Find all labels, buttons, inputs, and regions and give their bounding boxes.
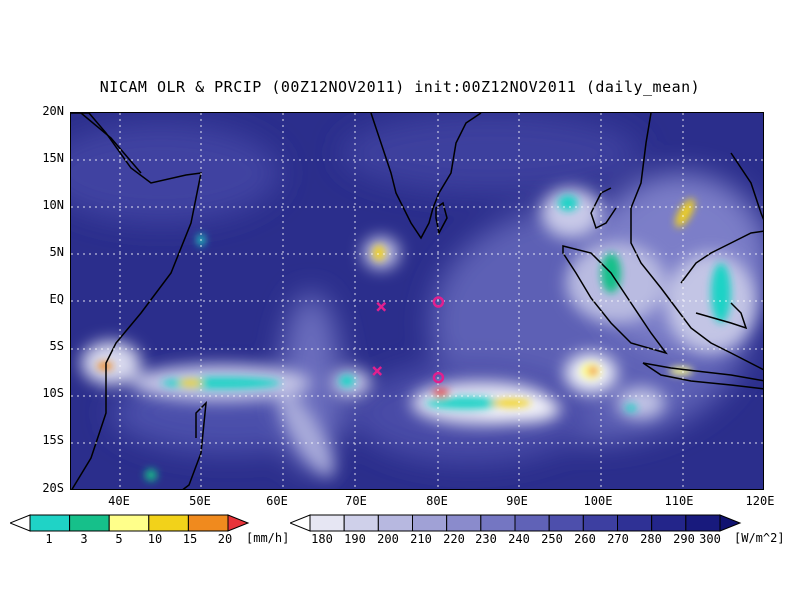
precip-unit: [mm/h] (246, 531, 290, 545)
olr-colorbar (290, 514, 742, 532)
olr-colorbar-label: 220 (443, 532, 465, 546)
olr-colorbar-label: 240 (508, 532, 530, 546)
lat-label: 15N (42, 151, 64, 165)
lat-label: 5N (49, 245, 64, 259)
lon-label: 90E (506, 494, 528, 508)
storm-x-marker (372, 366, 383, 376)
lon-label: 70E (345, 494, 367, 508)
precip-patches (97, 195, 731, 481)
olr-colorbar-label: 210 (410, 532, 432, 546)
olr-colorbar-swatch (309, 514, 345, 532)
lat-label: EQ (49, 292, 64, 306)
olr-colorbar-label: 290 (673, 532, 695, 546)
lon-label: 110E (664, 494, 694, 508)
precip-colorbar-label: 1 (45, 532, 53, 546)
storm-x-marker (376, 301, 387, 312)
precip-colorbar-swatch (108, 514, 150, 532)
storm-circle-marker (432, 371, 445, 384)
precip-colorbar-swatch (187, 514, 229, 532)
olr-colorbar-swatch (548, 514, 584, 532)
olr-colorbar-label: 280 (640, 532, 662, 546)
olr-colorbar-label: 180 (311, 532, 333, 546)
lat-label: 5S (49, 339, 64, 353)
lat-label: 20S (42, 481, 64, 495)
storm-circle-marker (432, 296, 445, 308)
olr-colorbar-label: 260 (574, 532, 596, 546)
gridlines (71, 113, 763, 489)
precip-colorbar-swatch (148, 514, 189, 532)
map-svg (71, 113, 763, 489)
olr-colorbar-label: 230 (475, 532, 497, 546)
precip-colorbar-label: 5 (115, 532, 123, 546)
lon-label: 100E (583, 494, 613, 508)
precip-colorbar-swatch (29, 514, 71, 532)
precip-colorbar-label: 3 (80, 532, 88, 546)
olr-colorbar-label: 190 (344, 532, 366, 546)
olr-colorbar-swatch (582, 514, 619, 532)
olr-colorbar-label: 200 (377, 532, 399, 546)
olr-unit: [W/m^2] (734, 531, 785, 545)
olr-colorbar-swatch (685, 514, 721, 532)
lon-label: 50E (189, 494, 211, 508)
precip-colorbar-swatch (227, 514, 250, 532)
olr-colorbar-swatch (480, 514, 516, 532)
olr-colorbar-swatch (617, 514, 653, 532)
olr-colorbar-swatch (719, 514, 742, 532)
olr-colorbar-swatch (514, 514, 550, 532)
precip-colorbar-label: 15 (182, 532, 198, 546)
olr-colorbar-swatch (290, 514, 311, 532)
lon-label: 40E (108, 494, 130, 508)
lat-label: 10S (42, 386, 64, 400)
olr-colorbar-swatch (446, 514, 482, 532)
lon-label: 120E (745, 494, 775, 508)
marker-layer (372, 296, 445, 384)
olr-colorbar-label: 300 (699, 532, 721, 546)
lat-label: 20N (42, 104, 64, 118)
lon-label: 60E (266, 494, 288, 508)
precip-colorbar-swatch (69, 514, 110, 532)
precip-colorbar-swatch (10, 514, 31, 532)
olr-colorbar-swatch (651, 514, 687, 532)
olr-colorbar-label: 270 (607, 532, 629, 546)
lon-label: 80E (426, 494, 448, 508)
precip-colorbar (10, 514, 250, 532)
precip-colorbar-label: 20 (217, 532, 233, 546)
lat-label: 10N (42, 198, 64, 212)
olr-colorbar-swatch (343, 514, 379, 532)
precip-colorbar-label: 10 (147, 532, 163, 546)
map-panel (70, 112, 764, 490)
olr-colorbar-swatch (412, 514, 448, 532)
coastlines (71, 113, 763, 489)
map-title: NICAM OLR & PRCIP (00Z12NOV2011) init:00… (99, 78, 701, 96)
olr-colorbar-swatch (377, 514, 414, 532)
lat-label: 15S (42, 433, 64, 447)
olr-colorbar-label: 250 (541, 532, 563, 546)
